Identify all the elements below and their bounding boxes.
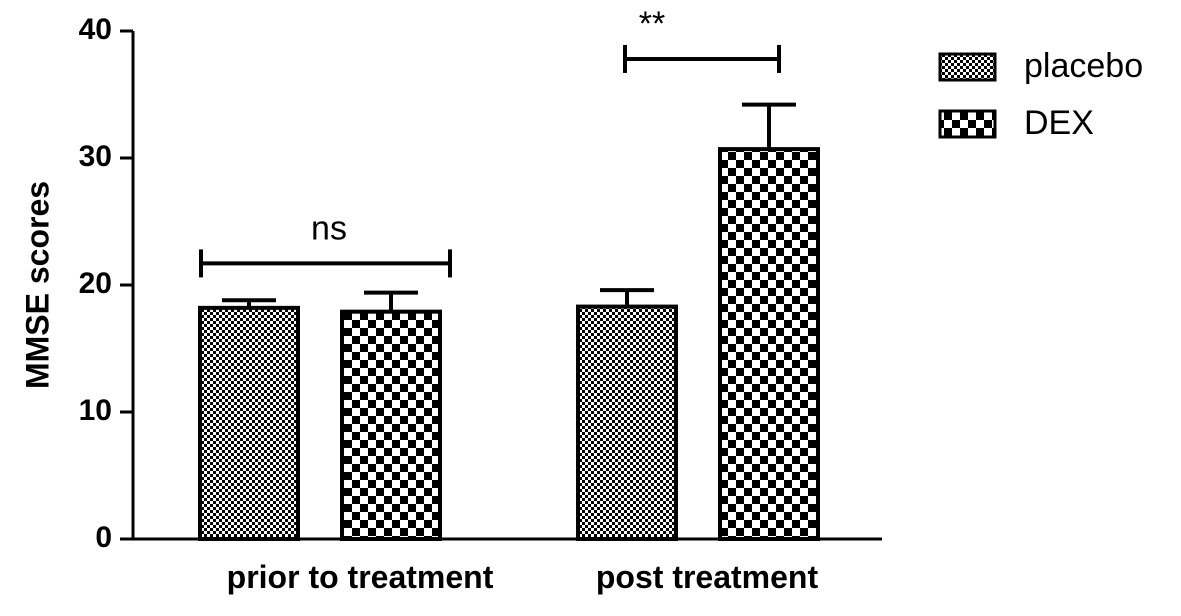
- y-tick-label: 40: [79, 13, 112, 46]
- legend-swatch-placebo: [938, 52, 997, 82]
- legend-label-placebo: placebo: [1024, 47, 1143, 85]
- significance-label: **: [639, 5, 665, 43]
- x-tick-label: post treatment: [596, 559, 819, 595]
- bars: [198, 147, 820, 542]
- bar-dex-prior: [340, 309, 442, 542]
- x-tick-label: prior to treatment: [227, 559, 494, 595]
- legend-swatch-dex: [938, 109, 997, 139]
- bar-placebo-post: [576, 304, 678, 541]
- error-bars: [222, 102, 796, 312]
- y-tick-label: 10: [79, 394, 112, 427]
- y-tick-label: 0: [95, 521, 112, 554]
- significance-annotations: ns **: [199, 5, 781, 278]
- bar-dex-post: [718, 147, 820, 542]
- legend: placebo DEX: [938, 47, 1143, 142]
- bar-placebo-prior: [198, 305, 300, 541]
- significance-label: ns: [311, 209, 347, 247]
- legend-label-dex: DEX: [1024, 104, 1094, 142]
- y-tick-label: 30: [79, 140, 112, 173]
- y-tick-label: 20: [79, 267, 112, 300]
- y-axis-title: MMSE scores: [19, 181, 55, 389]
- category-labels: prior to treatment post treatment: [227, 559, 819, 595]
- y-ticks: 0 10 20 30 40: [79, 13, 133, 554]
